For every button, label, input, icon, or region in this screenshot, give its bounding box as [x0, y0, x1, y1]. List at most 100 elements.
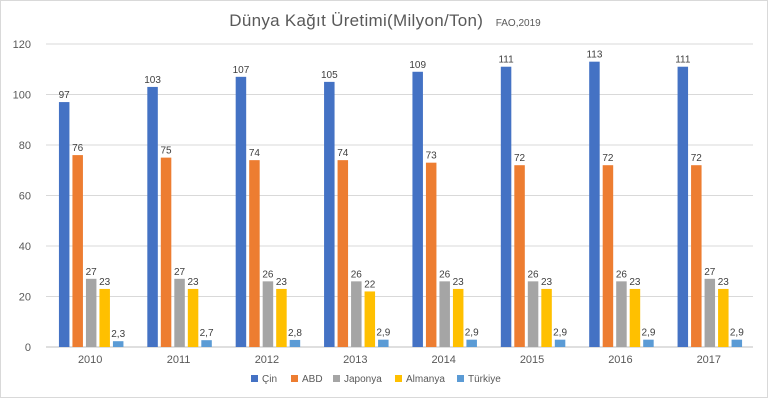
data-label: 2,9 [465, 328, 479, 339]
y-tick-label: 0 [25, 342, 31, 354]
legend-swatch [395, 375, 402, 382]
y-tick-label: 20 [19, 292, 31, 304]
data-label: 75 [161, 146, 173, 157]
bar-almanya-2012 [276, 288, 287, 347]
bar-abd-2011 [160, 157, 172, 347]
bar-almanya-2015 [541, 288, 552, 347]
bar-almanya-2016 [629, 288, 641, 347]
y-tick-label: 60 [19, 191, 31, 203]
bar-abd-2013 [337, 160, 349, 347]
bar-türkiye-2013 [378, 339, 389, 347]
bar-çin-2012 [235, 76, 247, 347]
bar-türkiye-2015 [554, 339, 566, 347]
x-tick-label: 2013 [343, 354, 367, 366]
x-tick-label: 2016 [608, 354, 632, 366]
bar-çin-2015 [500, 66, 512, 347]
data-label: 111 [498, 55, 514, 66]
data-label: 2,9 [730, 328, 744, 339]
data-label: 2,9 [376, 328, 390, 339]
data-label: 23 [629, 277, 641, 288]
legend-swatch [333, 375, 340, 382]
data-label: 23 [276, 277, 288, 288]
data-label: 73 [426, 151, 438, 162]
y-tick-label: 80 [19, 140, 31, 152]
data-label: 23 [718, 277, 730, 288]
bar-türkiye-2014 [466, 339, 477, 347]
legend-label: Japonya [344, 374, 382, 385]
axes: 0 20 40 60 80 100 120 2010 2011 2012 2013 2014 2015 2… [13, 39, 753, 366]
data-label: 2,3 [111, 329, 125, 340]
data-labels: 977627232,31037527232,71077426232,810574… [59, 50, 745, 341]
bar-almanya-2014 [452, 288, 464, 347]
data-label: 72 [691, 153, 703, 164]
bar-japonya-2013 [351, 281, 362, 347]
data-label: 26 [616, 269, 628, 280]
bar-çin-2011 [147, 86, 158, 348]
bar-abd-2012 [249, 160, 260, 347]
bar-japonya-2017 [704, 278, 716, 347]
bar-japonya-2014 [439, 281, 450, 347]
y-tick-label: 40 [19, 241, 31, 253]
bar-japonya-2015 [527, 281, 539, 347]
bars [58, 61, 743, 348]
data-label: 23 [541, 277, 553, 288]
bar-japonya-2016 [616, 281, 627, 347]
bar-almanya-2013 [364, 291, 376, 347]
bar-almanya-2011 [187, 288, 199, 347]
bar-çin-2010 [58, 102, 70, 347]
bar-çin-2016 [589, 61, 600, 348]
data-label: 27 [174, 267, 186, 278]
legend-label: Almanya [406, 374, 445, 385]
data-label: 26 [439, 269, 451, 280]
legend-swatch [457, 375, 464, 382]
data-label: 27 [704, 267, 716, 278]
bar-türkiye-2010 [112, 341, 124, 347]
legend-label: ABD [302, 374, 323, 385]
legend-label: Çin [262, 374, 277, 385]
bar-çin-2013 [324, 81, 335, 347]
x-tick-label: 2011 [167, 354, 191, 366]
data-label: 27 [86, 267, 98, 278]
data-label: 113 [586, 50, 602, 61]
data-label: 2,9 [641, 328, 655, 339]
data-label: 97 [59, 90, 71, 101]
bar-abd-2017 [691, 165, 702, 347]
data-label: 23 [99, 277, 111, 288]
data-label: 76 [72, 143, 84, 154]
data-label: 23 [453, 277, 465, 288]
bar-türkiye-2016 [643, 339, 654, 347]
data-label: 107 [233, 65, 250, 76]
bar-almanya-2010 [99, 288, 110, 347]
data-label: 2,7 [200, 328, 214, 339]
data-label: 2,8 [288, 328, 302, 339]
legend-swatch [291, 375, 298, 382]
bar-türkiye-2012 [289, 339, 301, 347]
x-tick-label: 2017 [697, 354, 721, 366]
bar-türkiye-2017 [731, 339, 743, 347]
bar-japonya-2012 [262, 281, 274, 347]
data-label: 23 [188, 277, 200, 288]
bar-abd-2010 [72, 155, 83, 347]
y-tick-label: 120 [13, 39, 31, 51]
data-label: 109 [409, 60, 426, 71]
data-label: 74 [249, 148, 261, 159]
data-label: 72 [514, 153, 526, 164]
data-label: 111 [675, 55, 691, 66]
bar-japonya-2011 [174, 278, 185, 347]
data-label: 105 [321, 70, 338, 81]
bar-abd-2016 [602, 165, 614, 347]
data-label: 2,9 [553, 328, 567, 339]
data-label: 72 [602, 153, 614, 164]
legend-swatch [251, 375, 258, 382]
data-label: 26 [528, 269, 540, 280]
data-label: 22 [364, 279, 376, 290]
bar-almanya-2017 [718, 288, 729, 347]
legend: Çin ABD Japonya Almanya Türkiye [251, 374, 501, 385]
y-tick-label: 100 [13, 90, 31, 102]
x-tick-label: 2014 [431, 354, 455, 366]
data-label: 26 [262, 269, 274, 280]
bar-japonya-2010 [85, 278, 97, 347]
bar-çin-2017 [677, 66, 689, 347]
